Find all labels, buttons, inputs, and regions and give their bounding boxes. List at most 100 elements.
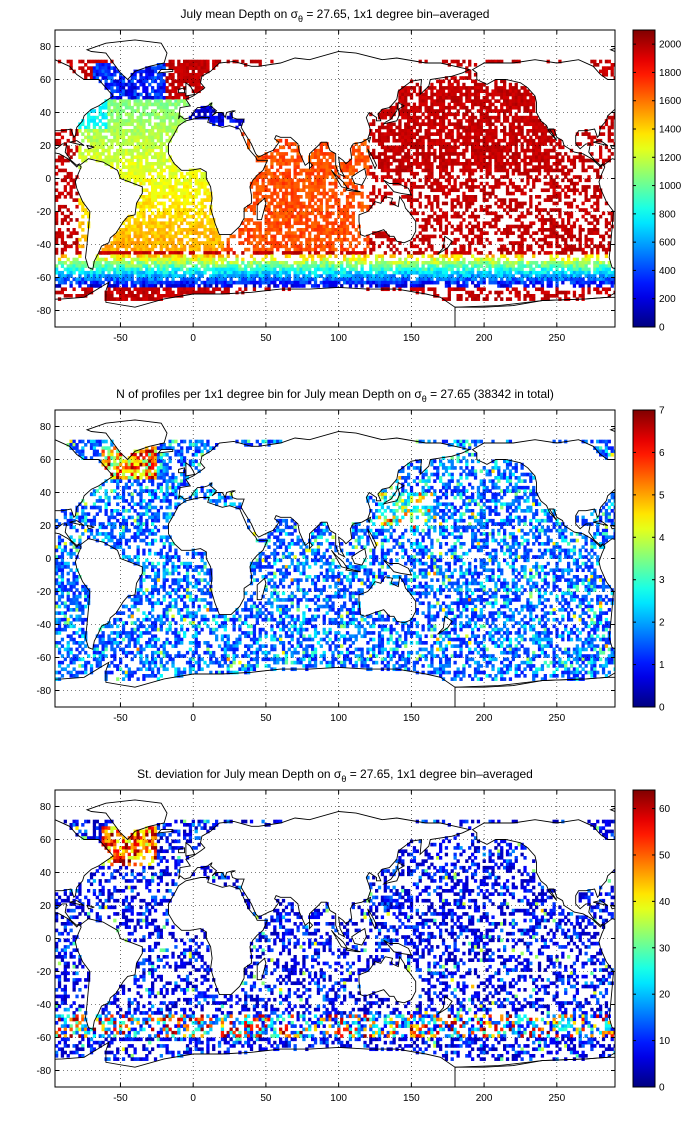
heatmap-cell — [444, 168, 449, 173]
heatmap-cell — [482, 138, 486, 143]
heatmap-cell — [424, 105, 428, 110]
heatmap-cell — [567, 168, 571, 173]
heatmap-cell — [60, 254, 65, 259]
heatmap-cell — [514, 135, 518, 140]
heatmap-cell — [145, 138, 149, 143]
heatmap-cell — [412, 198, 417, 202]
heatmap-cell — [473, 247, 478, 252]
heatmap-cell — [319, 254, 323, 259]
heatmap-cell — [523, 214, 527, 219]
heatmap-cell — [162, 63, 166, 67]
heatmap-cell — [264, 218, 268, 222]
heatmap-cell — [127, 251, 131, 255]
heatmap-cell — [535, 119, 539, 123]
heatmap-cell — [607, 115, 611, 120]
heatmap-cell — [124, 89, 129, 94]
heatmap-cell — [197, 59, 201, 64]
heatmap-cell — [305, 185, 309, 189]
heatmap-cell — [81, 155, 85, 160]
heatmap-cell — [427, 122, 431, 127]
heatmap-cell — [81, 59, 85, 64]
heatmap-cell — [587, 198, 591, 202]
heatmap-cell — [503, 247, 507, 252]
heatmap-cell — [523, 158, 527, 163]
heatmap-cell — [194, 224, 198, 229]
heatmap-cell — [503, 86, 507, 90]
heatmap-cell — [252, 234, 257, 239]
heatmap-cell — [543, 162, 547, 166]
heatmap-cell — [136, 171, 140, 176]
heatmap-cell — [488, 59, 492, 64]
heatmap-cell — [459, 168, 463, 173]
heatmap-cell — [284, 221, 289, 226]
heatmap-cell — [415, 132, 419, 136]
heatmap-cell — [81, 214, 85, 219]
heatmap-cell — [505, 142, 510, 146]
heatmap-cell — [334, 231, 338, 235]
heatmap-cell — [476, 251, 481, 255]
heatmap-cell — [183, 119, 187, 123]
heatmap-cell — [473, 92, 478, 97]
heatmap-cell — [377, 129, 382, 133]
heatmap-cell — [340, 165, 344, 169]
heatmap-cell — [450, 162, 454, 166]
heatmap-cell — [424, 102, 428, 107]
heatmap-cell — [183, 201, 187, 206]
heatmap-cell — [441, 165, 446, 169]
heatmap-cell — [142, 261, 146, 265]
heatmap-cell — [165, 76, 169, 80]
heatmap-cell — [107, 112, 111, 117]
heatmap-cell — [567, 204, 571, 209]
heatmap-cell — [567, 254, 571, 259]
heatmap-cell — [325, 204, 329, 209]
heatmap-cell — [529, 188, 533, 193]
heatmap-cell — [258, 247, 262, 252]
heatmap-cell — [427, 129, 431, 133]
heatmap-cell — [526, 224, 530, 229]
heatmap-cell — [220, 247, 225, 252]
heatmap-cell — [168, 178, 172, 183]
heatmap-cell — [75, 241, 79, 245]
heatmap-cell — [424, 92, 428, 97]
heatmap-cell — [587, 244, 591, 249]
heatmap-cell — [183, 59, 187, 64]
heatmap-cell — [479, 158, 483, 163]
heatmap-cell — [284, 185, 289, 189]
heatmap-cell — [503, 109, 507, 113]
heatmap-cell — [151, 66, 155, 70]
heatmap-cell — [121, 79, 126, 84]
heatmap-cell — [209, 224, 213, 229]
heatmap-cell — [468, 125, 472, 130]
heatmap-cell — [491, 191, 495, 196]
heatmap-cell — [450, 132, 454, 136]
heatmap-cell — [456, 228, 460, 232]
heatmap-cell — [584, 178, 588, 183]
heatmap-cell — [311, 228, 315, 232]
heatmap-cell — [194, 79, 198, 84]
heatmap-cell — [354, 155, 358, 160]
heatmap-cell — [145, 237, 149, 242]
heatmap-cell — [369, 112, 373, 117]
heatmap-cell — [203, 241, 207, 245]
heatmap-cell — [334, 228, 338, 232]
heatmap-cell — [197, 178, 201, 183]
heatmap-cell — [418, 185, 422, 189]
heatmap-cell — [264, 237, 268, 242]
heatmap-cell — [130, 257, 134, 262]
heatmap-cell — [482, 99, 486, 103]
heatmap-cell — [194, 188, 198, 193]
heatmap-cell — [386, 191, 390, 196]
heatmap-cell — [136, 122, 140, 127]
heatmap-cell — [418, 105, 422, 110]
heatmap-cell — [311, 198, 315, 202]
heatmap-cell — [421, 152, 425, 156]
heatmap-cell — [558, 191, 562, 196]
heatmap-cell — [313, 218, 318, 222]
heatmap-cell — [607, 247, 611, 252]
heatmap-cell — [139, 211, 143, 216]
heatmap-cell — [505, 261, 510, 265]
heatmap-cell — [57, 195, 62, 199]
heatmap-cell — [203, 191, 207, 196]
heatmap-cell — [430, 89, 434, 94]
heatmap-cell — [156, 201, 161, 206]
